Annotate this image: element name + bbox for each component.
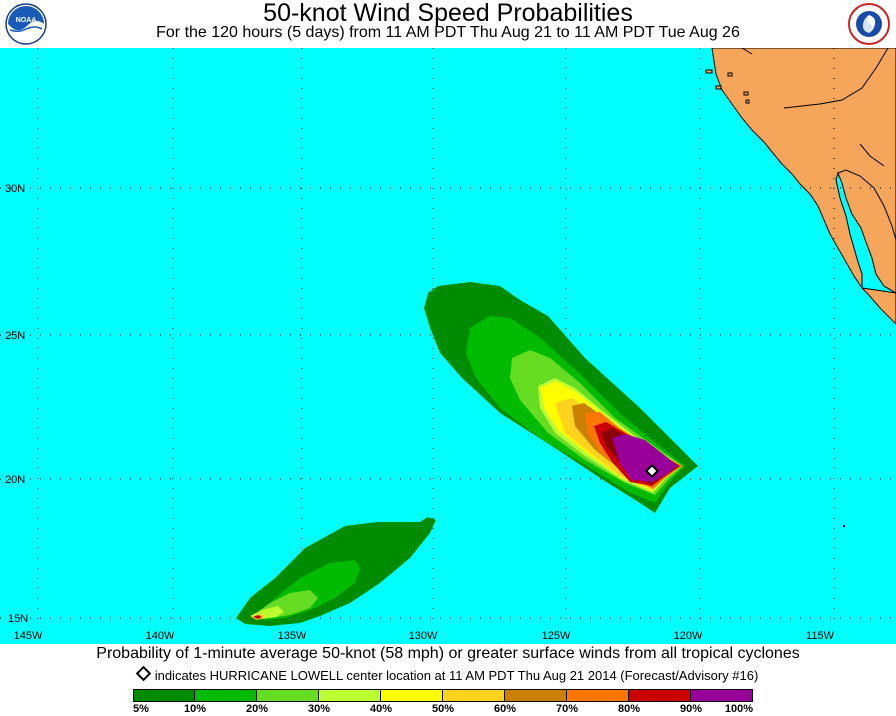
legend-label: 90% bbox=[679, 703, 703, 715]
noaa-logo: NOAA bbox=[5, 3, 47, 45]
legend-label: 10% bbox=[183, 703, 207, 715]
lon-label: 130W bbox=[409, 630, 438, 642]
diamond-icon bbox=[135, 665, 151, 682]
storm-center-marker bbox=[644, 463, 660, 479]
lon-label: 145W bbox=[14, 630, 43, 642]
legend-label: 50% bbox=[431, 703, 455, 715]
legend-swatch bbox=[195, 689, 257, 702]
lon-label: 135W bbox=[278, 630, 307, 642]
legend-swatch bbox=[319, 689, 381, 702]
legend-swatch bbox=[257, 689, 319, 702]
longitude-labels: 145W 140W 135W 130W 125W 120W 115W bbox=[14, 630, 835, 642]
legend-swatch bbox=[505, 689, 567, 702]
lon-label: 140W bbox=[146, 630, 175, 642]
lat-label: 30N bbox=[5, 183, 25, 195]
lon-label: 115W bbox=[806, 630, 835, 642]
legend-swatch bbox=[381, 689, 443, 702]
probability-swath-south bbox=[236, 517, 436, 626]
legend-label: 5% bbox=[133, 703, 149, 715]
legend-swatch bbox=[133, 689, 195, 702]
diamond-icon bbox=[644, 463, 660, 479]
indicator-text: indicates HURRICANE LOWELL center locati… bbox=[154, 668, 759, 683]
probability-map: 30N 25N 20N 15N 145W 140W 135W 130W 125W… bbox=[0, 47, 896, 644]
legend-swatch bbox=[567, 689, 629, 702]
page-title: 50-knot Wind Speed Probabilities bbox=[263, 0, 633, 27]
map-caption: Probability of 1-minute average 50-knot … bbox=[96, 645, 800, 662]
legend-swatch bbox=[443, 689, 505, 702]
lat-label: 15N bbox=[8, 613, 28, 625]
legend-label: 30% bbox=[307, 703, 331, 715]
legend-label: 60% bbox=[493, 703, 517, 715]
legend-border bbox=[133, 689, 753, 702]
marker-indicator: indicates HURRICANE LOWELL center locati… bbox=[0, 665, 896, 684]
legend-label: 20% bbox=[245, 703, 269, 715]
islands bbox=[705, 69, 750, 104]
legend-label: 40% bbox=[369, 703, 393, 715]
page-subtitle: For the 120 hours (5 days) from 11 AM PD… bbox=[156, 24, 740, 41]
legend-label: 80% bbox=[617, 703, 641, 715]
lon-label: 125W bbox=[542, 630, 571, 642]
legend-label: 100% bbox=[724, 703, 754, 715]
color-legend bbox=[133, 689, 753, 702]
lat-label: 25N bbox=[5, 330, 25, 342]
probability-swath-north bbox=[424, 282, 698, 513]
legend-labels: 5% 10% 20% 30% 40% 50% 60% 70% 80% 90% 100% bbox=[0, 703, 896, 716]
legend-swatch bbox=[629, 689, 691, 702]
header: NOAA 50-knot Wind Speed Probabilities Fo… bbox=[0, 0, 896, 48]
legend-label: 70% bbox=[555, 703, 579, 715]
coastline bbox=[711, 47, 896, 325]
island-dot bbox=[843, 525, 845, 527]
nws-logo bbox=[848, 3, 890, 45]
lat-label: 20N bbox=[5, 474, 25, 486]
svg-text:NOAA: NOAA bbox=[16, 17, 37, 24]
lon-label: 120W bbox=[674, 630, 703, 642]
border-lines bbox=[741, 47, 889, 167]
latitude-labels: 30N 25N 20N 15N bbox=[5, 183, 28, 625]
